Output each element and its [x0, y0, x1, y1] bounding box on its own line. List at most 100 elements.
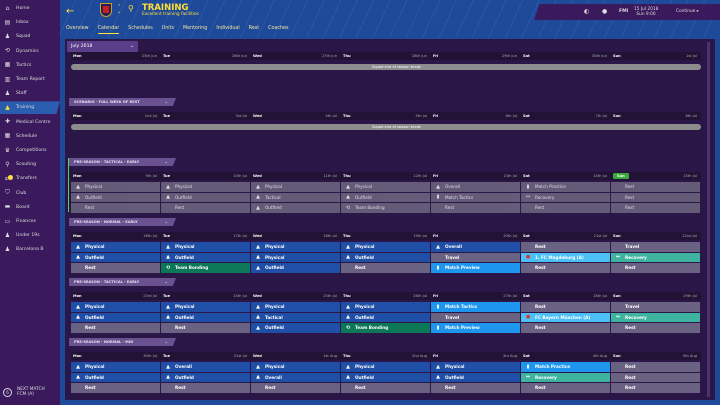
training-session[interactable]: ▮ Match Preview — [431, 323, 520, 333]
training-session[interactable]: ▲ Overall — [251, 372, 340, 382]
sidebar-item-staff[interactable]: ♟ Staff — [0, 87, 60, 100]
training-session[interactable]: ▲ Overall — [431, 242, 520, 252]
training-session[interactable]: ▲ Outfield — [251, 263, 340, 273]
tab-schedules[interactable]: Schedules — [128, 26, 153, 31]
training-session[interactable]: ▲ Outfield — [341, 312, 430, 322]
sidebar-item-inbox[interactable]: ▤ Inbox — [0, 16, 60, 29]
training-session[interactable]: ▲ Outfield — [71, 372, 160, 382]
scenario-dropdown[interactable]: PRE-SEASON - NORMAL - EARLY ⌄ — [69, 218, 176, 226]
training-session[interactable]: ▮ Match Practice — [521, 362, 610, 372]
training-session[interactable]: Rest — [611, 263, 700, 273]
tab-rest[interactable]: Rest — [248, 26, 260, 31]
training-session[interactable]: ▲ Outfield — [341, 372, 430, 382]
training-session[interactable]: ▲ Physical — [251, 302, 340, 312]
training-session[interactable]: ▲ Physical — [341, 362, 430, 372]
help-icon[interactable]: ◐ — [584, 8, 590, 15]
training-session[interactable]: ▲ Outfield — [161, 252, 250, 262]
training-session[interactable]: ▲ Outfield — [161, 312, 250, 322]
training-session[interactable]: ▲ Outfield — [71, 252, 160, 262]
training-session[interactable]: Rest — [611, 182, 700, 192]
sidebar-item-board[interactable]: ▬ Board — [0, 201, 60, 214]
notification-icon[interactable]: ● — [602, 8, 608, 15]
training-session[interactable]: ↔ Recovery — [611, 312, 700, 322]
sidebar-item-dynamics[interactable]: ⟲ Dynamics — [0, 45, 60, 58]
training-session[interactable]: ▲ Physical — [71, 362, 160, 372]
sidebar-item-tactics[interactable]: ▦ Tactics — [0, 59, 60, 72]
training-session[interactable]: Rest — [161, 203, 250, 213]
training-session[interactable]: Rest — [341, 263, 430, 273]
tab-individual[interactable]: Individual — [216, 26, 240, 31]
sidebar-item-transfers[interactable]: ⇄ Transfers — [0, 172, 60, 185]
training-session[interactable]: ▲ Physical — [161, 242, 250, 252]
training-session[interactable]: ⟲ Team Bonding — [341, 323, 430, 333]
sidebar-item-finances[interactable]: ▭ Finances — [0, 215, 60, 228]
training-session[interactable]: ▮ Match Tactics — [431, 302, 520, 312]
continue-button[interactable]: Continue ▸ — [676, 9, 699, 14]
training-session[interactable]: Rest — [71, 383, 160, 393]
training-session[interactable]: Rest — [71, 323, 160, 333]
training-session[interactable]: ▲ Physical — [161, 302, 250, 312]
sidebar-item-scouting[interactable]: ⚲ Scouting — [0, 158, 60, 171]
training-session[interactable]: Rest — [521, 383, 610, 393]
training-session[interactable]: Rest — [611, 323, 700, 333]
sidebar-item-medical-centre[interactable]: ✚ Medical Centre — [0, 116, 60, 129]
training-session[interactable]: ▲ Overall — [161, 362, 250, 372]
training-session[interactable]: ▲ Outfield — [161, 192, 250, 202]
training-session[interactable]: Rest — [341, 383, 430, 393]
training-session[interactable]: ▲ Outfield — [71, 312, 160, 322]
training-session[interactable]: ▲ Physical — [71, 302, 160, 312]
tab-units[interactable]: Units — [161, 26, 174, 31]
training-session[interactable]: Travel — [611, 302, 700, 312]
fmi-button[interactable]: FMI — [619, 9, 629, 14]
sidebar-item-club[interactable]: ⛉ Club — [0, 187, 60, 200]
training-session[interactable]: ▲ Outfield — [161, 372, 250, 382]
training-session[interactable]: ▲ Physical — [71, 182, 160, 192]
scenario-dropdown[interactable]: PRE-SEASON - TACTICAL - EARLY ⌄ — [69, 278, 176, 286]
training-session[interactable]: Travel — [611, 242, 700, 252]
training-session[interactable]: ▲ Physical — [251, 362, 340, 372]
training-session[interactable]: Travel — [431, 312, 520, 322]
tab-coaches[interactable]: Coaches — [268, 26, 289, 31]
scrollbar[interactable] — [707, 42, 710, 397]
scenario-dropdown[interactable]: PRE-SEASON - TACTICAL - EARLY ⌄ — [69, 158, 176, 166]
training-session[interactable]: Rest — [521, 323, 610, 333]
training-session[interactable]: ● FC Bayern München (A) — [521, 312, 610, 322]
up-down-arrows-icon[interactable]: ⌃ ⌄ — [117, 4, 122, 15]
training-session[interactable]: Rest — [611, 192, 700, 202]
month-dropdown[interactable]: July 2018 ⌄ — [67, 41, 138, 52]
back-arrow-icon[interactable]: ← — [66, 6, 75, 17]
training-session[interactable]: Rest — [521, 302, 610, 312]
training-session[interactable]: ▲ Physical — [251, 252, 340, 262]
training-session[interactable]: ▮ Match Preview — [431, 263, 520, 273]
training-session[interactable]: ⟲ Team Bonding — [161, 263, 250, 273]
training-session[interactable]: Rest — [611, 383, 700, 393]
sidebar-item-home[interactable]: ⌂ Home — [0, 2, 60, 15]
training-session[interactable]: Rest — [431, 203, 520, 213]
sidebar-item-squad[interactable]: ♟ Squad — [0, 30, 60, 43]
next-match[interactable]: 6 NEXT MATCH FCM (A) — [3, 387, 45, 397]
tab-calendar[interactable]: Calendar — [97, 26, 120, 34]
sidebar-item-barcelona-b[interactable]: ♟ Barcelona B — [0, 243, 60, 256]
training-session[interactable]: ▲ Physical — [431, 362, 520, 372]
season-break-bar[interactable]: Squad end of season break — [71, 124, 701, 130]
training-session[interactable]: ▮ Match Tactics — [431, 192, 520, 202]
training-session[interactable]: Rest — [611, 372, 700, 382]
training-session[interactable]: ▲ Tactical — [251, 192, 340, 202]
training-session[interactable]: Rest — [611, 203, 700, 213]
training-session[interactable]: ▲ Physical — [341, 182, 430, 192]
training-session[interactable]: ▲ Overall — [431, 182, 520, 192]
training-session[interactable]: Rest — [71, 203, 160, 213]
scenario-dropdown[interactable]: PRE-SEASON - NORMAL - MID ⌄ — [69, 338, 176, 346]
training-session[interactable]: Travel — [431, 252, 520, 262]
training-session[interactable]: Rest — [521, 203, 610, 213]
training-session[interactable]: ▲ Physical — [71, 242, 160, 252]
training-session[interactable]: ⟲ Team Bonding — [341, 203, 430, 213]
sidebar-item-competitions[interactable]: ♛ Competitions — [0, 144, 60, 157]
training-session[interactable]: ▮ Match Practice — [521, 182, 610, 192]
sidebar-item-team-report[interactable]: ▥ Team Report — [0, 73, 60, 86]
season-break-bar[interactable]: Squad end of season break — [71, 64, 701, 70]
training-session[interactable]: ▲ Outfield — [341, 192, 430, 202]
training-session[interactable]: Rest — [431, 383, 520, 393]
training-session[interactable]: ▲ Outfield — [251, 203, 340, 213]
training-session[interactable]: Rest — [521, 263, 610, 273]
